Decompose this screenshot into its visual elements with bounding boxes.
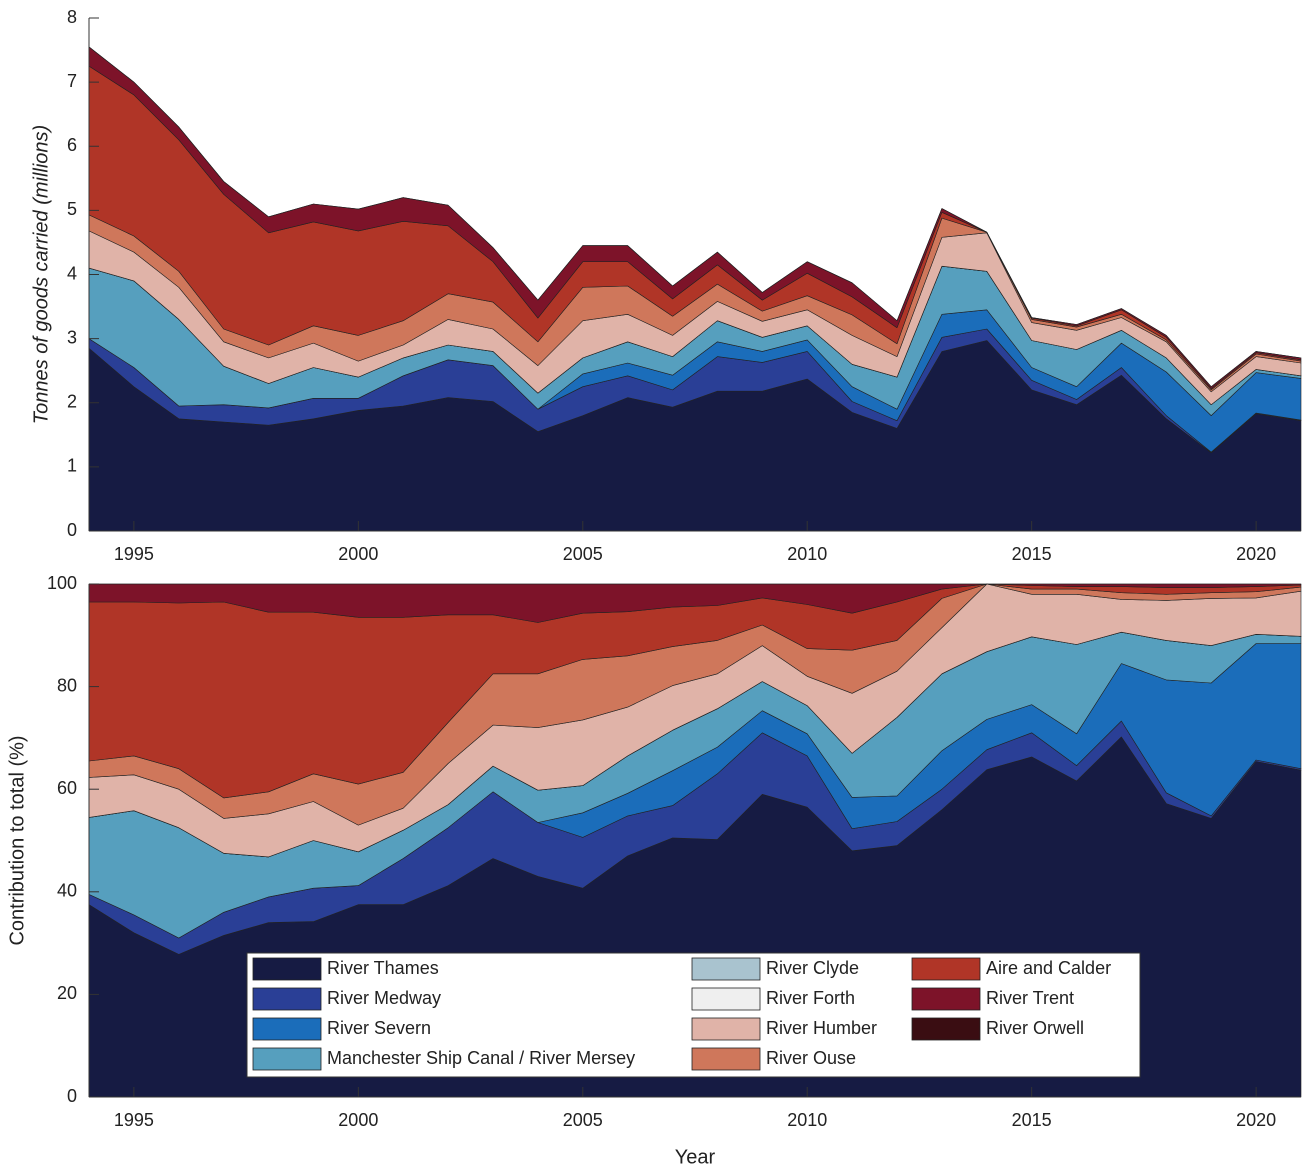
y-tick-label: 80 — [57, 675, 77, 695]
legend-label: River Trent — [986, 988, 1074, 1008]
y-tick-label: 4 — [67, 263, 77, 283]
legend: River Thames River Medway River Severn Manc… — [246, 952, 1141, 1078]
y-tick-label: 100 — [47, 573, 77, 593]
x-tick-label: 1995 — [114, 1110, 154, 1130]
x-tick-label: 2015 — [1012, 1110, 1052, 1130]
x-tick-label: 2005 — [563, 1110, 603, 1130]
y-tick-label: 40 — [57, 881, 77, 901]
legend-swatch — [691, 957, 761, 981]
x-tick-label: 2010 — [787, 544, 827, 564]
legend-label: River Clyde — [766, 958, 859, 978]
legend-swatch — [691, 987, 761, 1011]
x-tick-label: 2020 — [1236, 544, 1276, 564]
legend-swatch — [252, 1047, 322, 1071]
legend-label: River Severn — [327, 1018, 431, 1038]
y-tick-label: 5 — [67, 199, 77, 219]
legend-label: River Orwell — [986, 1018, 1084, 1038]
y-tick-label: 0 — [67, 1086, 77, 1106]
area — [88, 46, 1302, 387]
legend-swatch — [252, 1017, 322, 1041]
x-axis-label: Year — [675, 1146, 716, 1168]
legend-swatch — [691, 1047, 761, 1071]
legend-label: River Forth — [766, 988, 855, 1008]
x-tick-label: 2005 — [563, 544, 603, 564]
y-tick-label: 60 — [57, 778, 77, 798]
y-axis-label: Contribution to total (%) — [6, 735, 28, 945]
legend-swatch — [691, 1017, 761, 1041]
y-axis-label: Tonnes of goods carried (millions) — [30, 125, 52, 424]
y-tick-label: 3 — [67, 327, 77, 347]
x-tick-label: 2020 — [1236, 1110, 1276, 1130]
y-tick-label: 1 — [67, 456, 77, 476]
y-tick-label: 2 — [67, 392, 77, 412]
legend-swatch — [252, 957, 322, 981]
legend-swatch — [911, 1017, 981, 1041]
legend-label: Aire and Calder — [986, 958, 1111, 978]
legend-label: River Humber — [766, 1018, 877, 1038]
legend-label: River Ouse — [766, 1048, 856, 1068]
x-tick-label: 1995 — [114, 544, 154, 564]
legend-label: Manchester Ship Canal / River Mersey — [327, 1048, 635, 1068]
y-tick-label: 20 — [57, 983, 77, 1003]
y-tick-label: 0 — [67, 520, 77, 540]
legend-swatch — [911, 957, 981, 981]
y-tick-label: 8 — [67, 7, 77, 27]
legend-swatch — [252, 987, 322, 1011]
legend-swatch — [911, 987, 981, 1011]
x-tick-label: 2000 — [338, 544, 378, 564]
x-tick-label: 2015 — [1012, 544, 1052, 564]
y-tick-label: 7 — [67, 71, 77, 91]
legend-label: River Medway — [327, 988, 441, 1008]
legend-label: River Thames — [327, 958, 439, 978]
x-tick-label: 2010 — [787, 1110, 827, 1130]
x-tick-label: 2000 — [338, 1110, 378, 1130]
y-tick-label: 6 — [67, 135, 77, 155]
